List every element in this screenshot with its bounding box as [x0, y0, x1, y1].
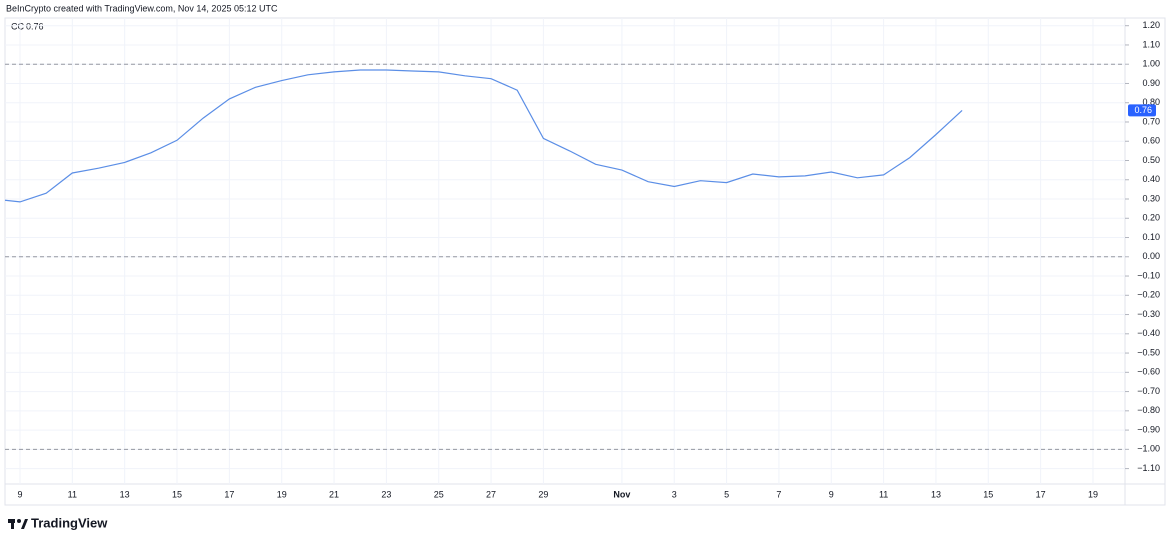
y-tick-label: 0.40: [1142, 174, 1160, 184]
x-tick-label: 17: [1036, 489, 1046, 499]
x-tick-label: 13: [120, 489, 130, 499]
y-tick-label: 1.10: [1142, 39, 1160, 49]
brand: TradingView: [31, 515, 108, 530]
y-tick-label: −0.80: [1137, 405, 1160, 415]
y-tick-label: −0.30: [1137, 309, 1160, 319]
x-tick-label: 27: [486, 489, 496, 499]
y-tick-label: −0.70: [1137, 386, 1160, 396]
x-tick-label: 17: [224, 489, 234, 499]
price-tag-label: 0.76: [1134, 105, 1152, 115]
x-tick-label: 5: [724, 489, 729, 499]
y-tick-label: 0.00: [1142, 251, 1160, 261]
y-tick-label: 0.50: [1142, 155, 1160, 165]
y-tick-label: 0.90: [1142, 78, 1160, 88]
x-tick-label: 19: [277, 489, 287, 499]
y-tick-label: −0.20: [1137, 290, 1160, 300]
x-tick-label: 9: [17, 489, 22, 499]
x-tick-label: 15: [983, 489, 993, 499]
y-tick-label: −0.90: [1137, 424, 1160, 434]
y-tick-label: 0.10: [1142, 232, 1160, 242]
y-tick-label: −0.50: [1137, 347, 1160, 357]
legend-name: CC: [11, 21, 24, 31]
x-tick-label: 21: [329, 489, 339, 499]
x-tick-label: 3: [672, 489, 677, 499]
price-tag: [1128, 104, 1156, 117]
plot: [5, 18, 1125, 484]
line-series: [5, 69, 963, 203]
y-tick-label: −0.10: [1137, 270, 1160, 280]
y-tick-label: 0.30: [1142, 193, 1160, 203]
x-tick-label: 23: [381, 489, 391, 499]
y-tick-label: −1.00: [1137, 444, 1160, 454]
x-tick-label: 19: [1088, 489, 1098, 499]
y-tick-label: 1.20: [1142, 20, 1160, 30]
x-tick-label: Nov: [613, 489, 630, 499]
x-tick-label: 15: [172, 489, 182, 499]
x-tick-label: 29: [538, 489, 548, 499]
y-tick-label: −1.10: [1137, 463, 1160, 473]
caption: BeInCrypto created with TradingView.com,…: [6, 3, 278, 13]
y-tick-label: 0.60: [1142, 136, 1160, 146]
y-tick-label: 0.70: [1142, 116, 1160, 126]
x-tick-label: 9: [829, 489, 834, 499]
x-tick-label: 7: [776, 489, 781, 499]
y-tick-label: −0.60: [1137, 367, 1160, 377]
x-tick-label: 11: [879, 489, 888, 499]
brand-logo: [8, 519, 28, 529]
y-tick-label: 1.00: [1142, 59, 1160, 69]
y-tick-label: −0.40: [1137, 328, 1160, 338]
y-tick-label: 0.80: [1142, 97, 1160, 107]
chart-frame: [4, 17, 1166, 506]
x-tick-label: 25: [434, 489, 444, 499]
x-tick-label: 11: [68, 489, 77, 499]
y-tick-label: 0.20: [1142, 213, 1160, 223]
x-tick-label: 13: [931, 489, 941, 499]
legend-value: 0.76: [26, 21, 44, 31]
